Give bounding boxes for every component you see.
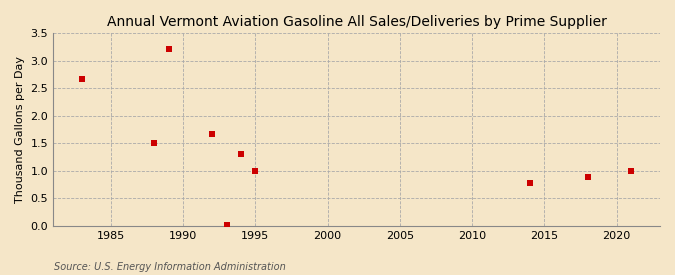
Text: Source: U.S. Energy Information Administration: Source: U.S. Energy Information Administ… [54,262,286,272]
Point [221,222,232,227]
Point [250,169,261,173]
Point [524,181,535,186]
Point [626,169,637,173]
Point [149,141,160,145]
Title: Annual Vermont Aviation Gasoline All Sales/Deliveries by Prime Supplier: Annual Vermont Aviation Gasoline All Sal… [107,15,607,29]
Point [163,47,174,52]
Point [583,175,593,180]
Y-axis label: Thousand Gallons per Day: Thousand Gallons per Day [15,56,25,203]
Point [207,132,217,136]
Point [236,152,246,156]
Point [77,76,88,81]
